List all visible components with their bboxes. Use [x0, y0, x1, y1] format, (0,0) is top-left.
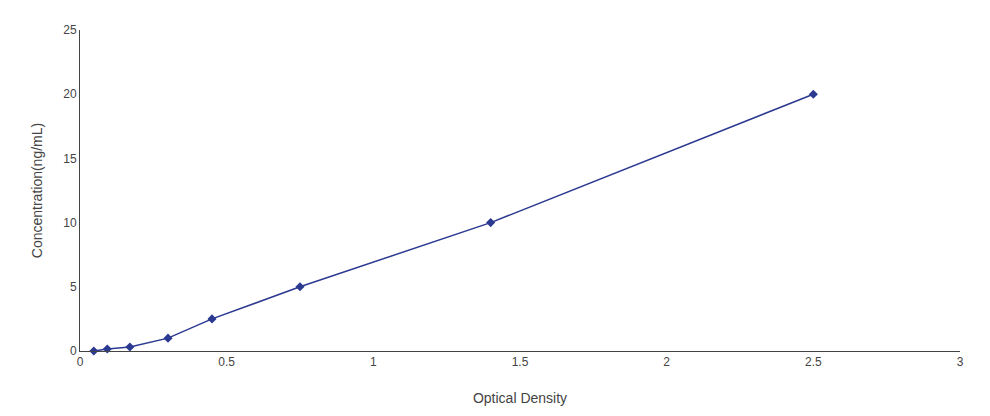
svg-text:15: 15 [63, 152, 77, 166]
svg-text:2.5: 2.5 [805, 355, 822, 369]
svg-text:1.5: 1.5 [512, 355, 529, 369]
svg-text:0: 0 [77, 355, 84, 369]
svg-text:1: 1 [370, 355, 377, 369]
svg-text:Optical Density: Optical Density [473, 390, 567, 406]
svg-text:25: 25 [63, 23, 77, 37]
svg-text:0.5: 0.5 [218, 355, 235, 369]
svg-text:5: 5 [70, 280, 77, 294]
svg-text:2: 2 [663, 355, 670, 369]
svg-text:Concentration(ng/mL): Concentration(ng/mL) [29, 123, 45, 258]
svg-text:10: 10 [63, 216, 77, 230]
svg-text:0: 0 [70, 344, 77, 358]
svg-text:3: 3 [957, 355, 964, 369]
svg-text:20: 20 [63, 87, 77, 101]
